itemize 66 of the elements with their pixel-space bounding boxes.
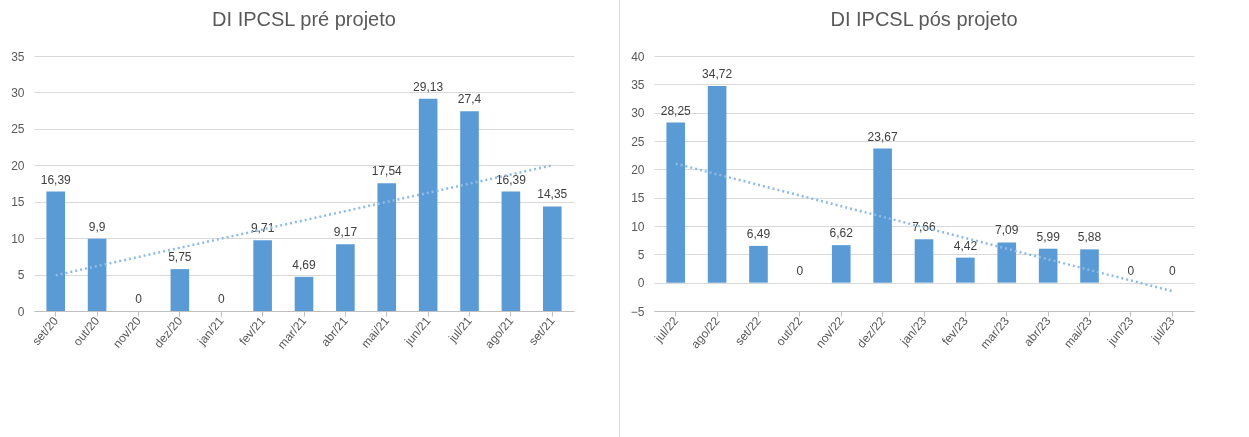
data-label: 16,39	[495, 172, 527, 187]
data-label: 9,9	[88, 219, 106, 234]
bar	[253, 240, 272, 311]
chart-title: DI IPCSL pré projeto	[212, 8, 396, 30]
data-label: 0	[796, 263, 804, 278]
data-label: 6,49	[746, 226, 771, 241]
y-tick-label: 5	[17, 268, 25, 283]
y-tick-label: 5	[637, 247, 645, 262]
y-tick-label: 15	[11, 195, 25, 210]
data-label: 5,88	[1077, 230, 1102, 245]
bar	[46, 191, 66, 311]
data-label: 0	[1127, 263, 1135, 278]
data-label: 4,42	[953, 238, 978, 253]
data-label: 0	[217, 292, 225, 306]
data-label: 9,17	[333, 225, 358, 240]
y-tick-label: 10	[11, 231, 25, 246]
y-tick-label: 25	[11, 122, 25, 137]
y-tick-label: 10	[631, 219, 645, 234]
y-tick-label: 40	[631, 49, 645, 64]
data-label: 23,67	[867, 129, 898, 144]
bar	[170, 269, 190, 311]
bar	[501, 191, 521, 311]
data-label: 9,71	[250, 221, 275, 236]
y-tick-label: −5	[630, 304, 645, 319]
y-tick-label: 30	[631, 106, 645, 121]
data-label: 4,69	[292, 257, 316, 272]
data-label: 34,72	[702, 66, 733, 81]
data-label: 28,25	[660, 103, 692, 118]
bar	[873, 148, 892, 283]
bar	[1038, 248, 1058, 283]
bar	[707, 85, 727, 283]
bar	[542, 206, 562, 311]
data-label: 14,35	[537, 187, 568, 202]
data-label: 0	[135, 292, 143, 306]
bar	[377, 183, 397, 311]
y-tick-label: 35	[11, 49, 25, 64]
bar	[1080, 249, 1099, 283]
bar	[418, 98, 438, 311]
data-label: 29,13	[413, 79, 444, 94]
bar	[997, 242, 1017, 283]
y-tick-label: 35	[631, 77, 645, 92]
data-label: 6,62	[829, 226, 854, 241]
y-tick-label: 20	[631, 162, 645, 177]
y-tick-label: 15	[631, 191, 645, 206]
bar	[956, 257, 975, 283]
y-tick-label: 0	[17, 304, 25, 319]
data-label: 17,54	[371, 164, 403, 179]
data-label: 0	[1168, 263, 1176, 278]
bar	[666, 122, 686, 283]
data-label: 5,75	[168, 250, 192, 265]
chart-title: DI IPCSL pós projeto	[830, 8, 1018, 30]
y-tick-label: 0	[637, 276, 645, 291]
data-label: 5,99	[1036, 229, 1061, 244]
bar	[460, 111, 479, 311]
bar	[831, 245, 851, 283]
bar	[749, 245, 768, 283]
data-label: 16,39	[40, 172, 72, 187]
data-label: 7,09	[995, 223, 1019, 238]
data-label: 27,4	[457, 92, 482, 107]
bar	[87, 238, 107, 311]
bar	[336, 244, 355, 311]
y-tick-label: 30	[11, 85, 25, 100]
bar	[294, 276, 314, 311]
y-tick-label: 20	[11, 158, 25, 173]
y-tick-label: 25	[631, 134, 645, 149]
bar	[914, 239, 934, 283]
